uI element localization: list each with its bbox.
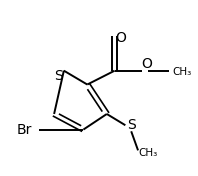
Text: O: O (141, 57, 152, 71)
Text: CH₃: CH₃ (172, 67, 192, 77)
Text: S: S (54, 69, 62, 83)
Text: CH₃: CH₃ (138, 148, 157, 158)
Text: Br: Br (16, 122, 31, 137)
Text: O: O (115, 31, 126, 45)
Text: S: S (127, 118, 136, 132)
